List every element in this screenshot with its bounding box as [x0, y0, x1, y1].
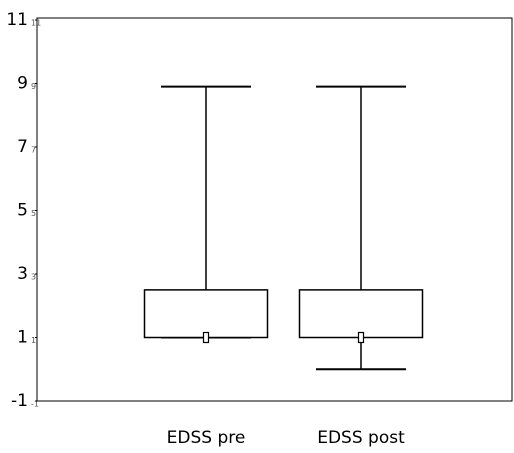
- y-tick-label: 5: [17, 201, 28, 221]
- median: [357, 331, 365, 344]
- y-tick-label-small: 11: [31, 19, 41, 28]
- y-tick-label-small: 1: [31, 336, 36, 345]
- y-tick-label: -1: [11, 391, 28, 411]
- y-tick-label-small: 9: [31, 82, 36, 91]
- y-tick-label-small: -1: [31, 400, 39, 409]
- box: [143, 289, 269, 339]
- y-tick-label: 3: [17, 264, 28, 284]
- x-tick-label: EDSS post: [317, 428, 405, 448]
- y-tick-label: 11: [6, 10, 28, 30]
- y-tick-label-small: 3: [31, 273, 36, 282]
- box: [298, 289, 424, 339]
- y-tick-label-small: 7: [31, 146, 36, 155]
- plot-frame: [36, 17, 513, 402]
- y-tick-label: 9: [17, 74, 28, 94]
- median: [202, 331, 210, 344]
- y-tick-label: 7: [17, 137, 28, 157]
- y-tick-label: 1: [17, 328, 28, 348]
- x-tick-label: EDSS pre: [167, 428, 246, 448]
- y-tick-label-small: 5: [31, 209, 36, 218]
